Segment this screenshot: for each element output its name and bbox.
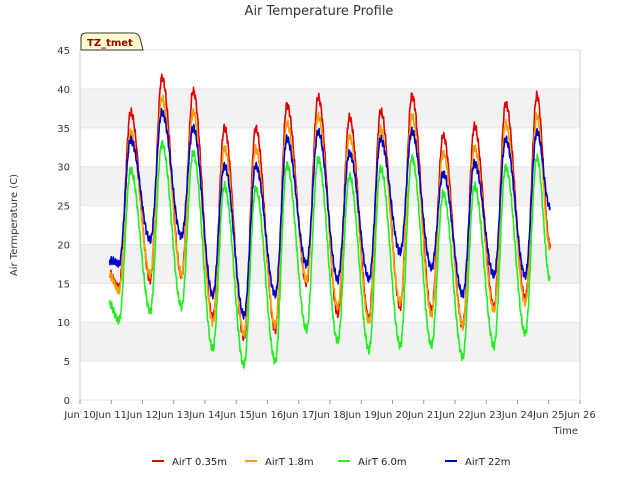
y-axis-label: Air Termperature (C) <box>9 174 20 276</box>
x-tick-label: Jun 22 <box>438 410 471 421</box>
series-line-airt-22m <box>108 107 551 320</box>
x-tick-label: Jun 10 <box>63 410 96 421</box>
x-tick-label: Jun 15 <box>219 410 252 421</box>
y-tick-label: 40 <box>57 85 70 96</box>
y-tick-label: 15 <box>57 279 70 290</box>
y-tick-label: 30 <box>57 163 70 174</box>
site-badge-shape <box>80 32 144 51</box>
y-tick-label: 35 <box>57 124 70 135</box>
x-tick-label: Jun 21 <box>407 410 440 421</box>
x-tick-label: Jun 17 <box>282 410 315 421</box>
legend-label: AirT 6.0m <box>358 457 407 468</box>
x-tick-label: Jun 20 <box>376 410 409 421</box>
y-tick-label: 5 <box>64 357 70 368</box>
x-tick-label: Jun 19 <box>344 410 377 421</box>
x-tick-label: Jun 12 <box>126 410 159 421</box>
x-tick-label: Jun 24 <box>501 410 534 421</box>
y-tick-label: 45 <box>57 46 70 57</box>
x-axis-label: Time <box>553 426 578 437</box>
legend-label: AirT 1.8m <box>265 457 314 468</box>
x-tick-label: Jun 14 <box>188 410 221 421</box>
x-tick-label: Jun 26 <box>563 410 596 421</box>
site-badge-label: TZ_tmet <box>87 38 133 49</box>
series-line-airt-6-0m <box>108 139 551 369</box>
y-tick-label: 10 <box>57 318 70 329</box>
legend-label: AirT 22m <box>465 457 510 468</box>
grid-band <box>80 322 580 362</box>
x-tick-label: Jun 11 <box>94 410 127 421</box>
legend-label: AirT 0.35m <box>172 457 227 468</box>
x-tick-label: Jun 25 <box>532 410 565 421</box>
x-tick-label: Jun 13 <box>157 410 190 421</box>
y-tick-label: 0 <box>64 396 70 407</box>
legend: AirT 0.35m AirT 1.8m AirT 6.0m AirT 22m <box>152 457 510 468</box>
series-lines <box>108 73 551 369</box>
chart-title: Air Temperature Profile <box>245 4 394 19</box>
y-tick-label: 25 <box>57 202 70 213</box>
x-tick-label: Jun 16 <box>251 410 284 421</box>
grid-band <box>80 166 580 206</box>
series-line-airt-1-8m <box>108 94 551 338</box>
x-tick-label: Jun 23 <box>469 410 502 421</box>
x-tick-label: Jun 18 <box>313 410 346 421</box>
y-tick-label: 20 <box>57 240 70 251</box>
x-axis: Jun 10 Jun 11 Jun 12 Jun 13 Jun 14 Jun 15 Jun … <box>63 400 596 421</box>
site-badge: TZ_tmet <box>80 32 144 51</box>
